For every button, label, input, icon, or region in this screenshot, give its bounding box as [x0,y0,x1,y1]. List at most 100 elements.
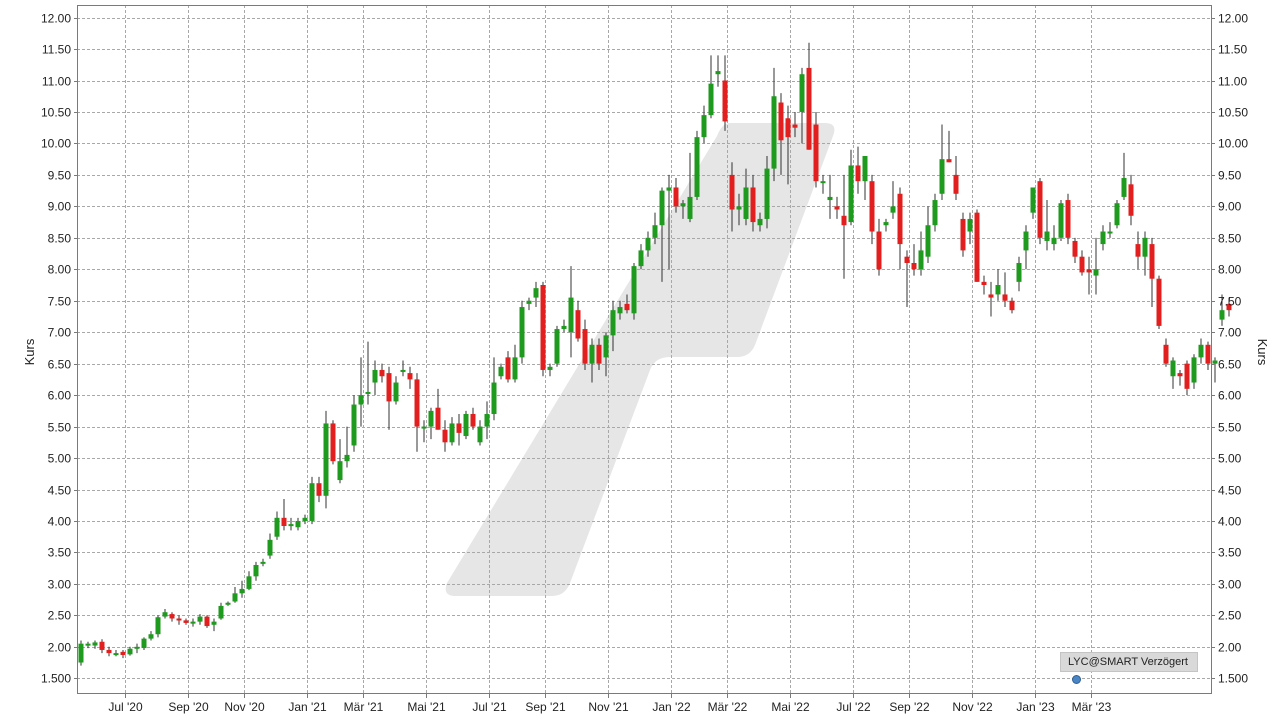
candle-body-up [1107,231,1113,234]
candle-body-up [449,423,455,443]
candle-body-up [78,643,84,663]
y-tick-label-right: 9.00 [1218,200,1242,214]
candle [1030,187,1036,219]
candle-body-down [169,614,175,619]
candle-body-down [176,618,182,621]
candle [400,360,406,377]
candle [1156,275,1162,330]
x-tick-label: Jul '20 [108,700,143,714]
y-tick-label-left: 7.00 [48,326,72,340]
x-tick-label: Nov '20 [224,700,265,714]
candle [1051,225,1057,251]
x-tick-label: Sep '20 [168,700,209,714]
candle-body-up [939,159,945,194]
candle-body-up [932,200,938,226]
y-axis-title-left: Kurs [22,338,37,365]
candle [568,266,574,358]
candle-body-down [869,181,875,232]
candle [1100,225,1106,251]
candle-body-up [92,642,98,646]
candle-body-up [561,325,567,330]
candle [967,212,973,245]
candle-body-down [834,206,840,210]
candle-body-down [582,329,588,364]
x-tick-label: Jul '22 [836,700,871,714]
candle [225,601,231,606]
candle-body-up [274,517,280,537]
candle-body-up [246,576,252,589]
y-tick-label-right: 1.500 [1218,672,1248,686]
candle-body-down [988,294,994,298]
candle-body-up [1219,310,1225,320]
candle [624,294,630,314]
candle [610,300,616,352]
y-tick-label-left: 6.50 [48,358,72,372]
candle-body-up [638,250,644,267]
x-tick-label: Mai '21 [407,700,446,714]
candle-body-down [407,373,413,380]
candle [1093,237,1099,295]
candle [862,156,868,201]
candle-body-up [820,181,826,184]
y-tick-label-right: 2.00 [1218,641,1242,655]
candle [659,187,665,282]
candle-body-up [239,588,245,594]
candle [1149,237,1155,308]
candle-body-down [596,344,602,364]
candle [1219,294,1225,326]
candle-body-up [344,454,350,462]
candle [645,231,651,257]
y-tick-label-left: 2.50 [48,609,72,623]
candle [1212,357,1218,383]
candle-body-down [386,373,392,402]
candle-body-down [750,187,756,223]
candle [827,174,833,219]
y-tick-label-right: 3.00 [1218,578,1242,592]
candle-body-up [799,74,805,112]
candle [673,178,679,213]
candle [1128,174,1134,226]
candle-body-down [981,281,987,286]
candle [302,514,308,525]
candle-body-down [1079,256,1085,273]
candle [148,631,154,641]
candle-body-down [1184,363,1190,389]
candle-body-up [1114,203,1120,226]
candle [337,439,343,484]
candle [141,637,147,650]
candle-body-up [1093,269,1099,276]
candle [281,498,287,531]
x-tick-label: Sep '21 [525,700,566,714]
candle-body-up [925,225,931,257]
candle [617,300,623,320]
candle-body-up [260,561,266,564]
candle-body-up [393,382,399,402]
candle-body-up [337,461,343,481]
candle-body-down [1065,200,1071,238]
candle-body-up [568,297,574,333]
candle-body-up [1191,357,1197,383]
candle-body-up [253,565,259,577]
candle [799,67,805,144]
candle-body-down [722,80,728,122]
candle-body-up [484,413,490,427]
y-tick-label-right: 4.50 [1218,484,1242,498]
candle [372,360,378,396]
y-tick-label-right: 7.50 [1218,295,1242,309]
candle [1023,225,1029,270]
candle-body-down [946,159,952,163]
candle-body-up [862,156,868,182]
candle [113,649,119,657]
candle [575,300,581,342]
y-tick-label-right: 8.50 [1218,232,1242,246]
candle [925,206,931,263]
candle [211,618,217,632]
candle [890,181,896,219]
candle-body-up [1023,231,1029,251]
candle [456,413,462,446]
candle-body-up [491,382,497,414]
candle [1065,193,1071,245]
y-tick-label-left: 3.00 [48,578,72,592]
y-tick-label-right: 10.00 [1218,137,1248,151]
candle [652,212,658,245]
